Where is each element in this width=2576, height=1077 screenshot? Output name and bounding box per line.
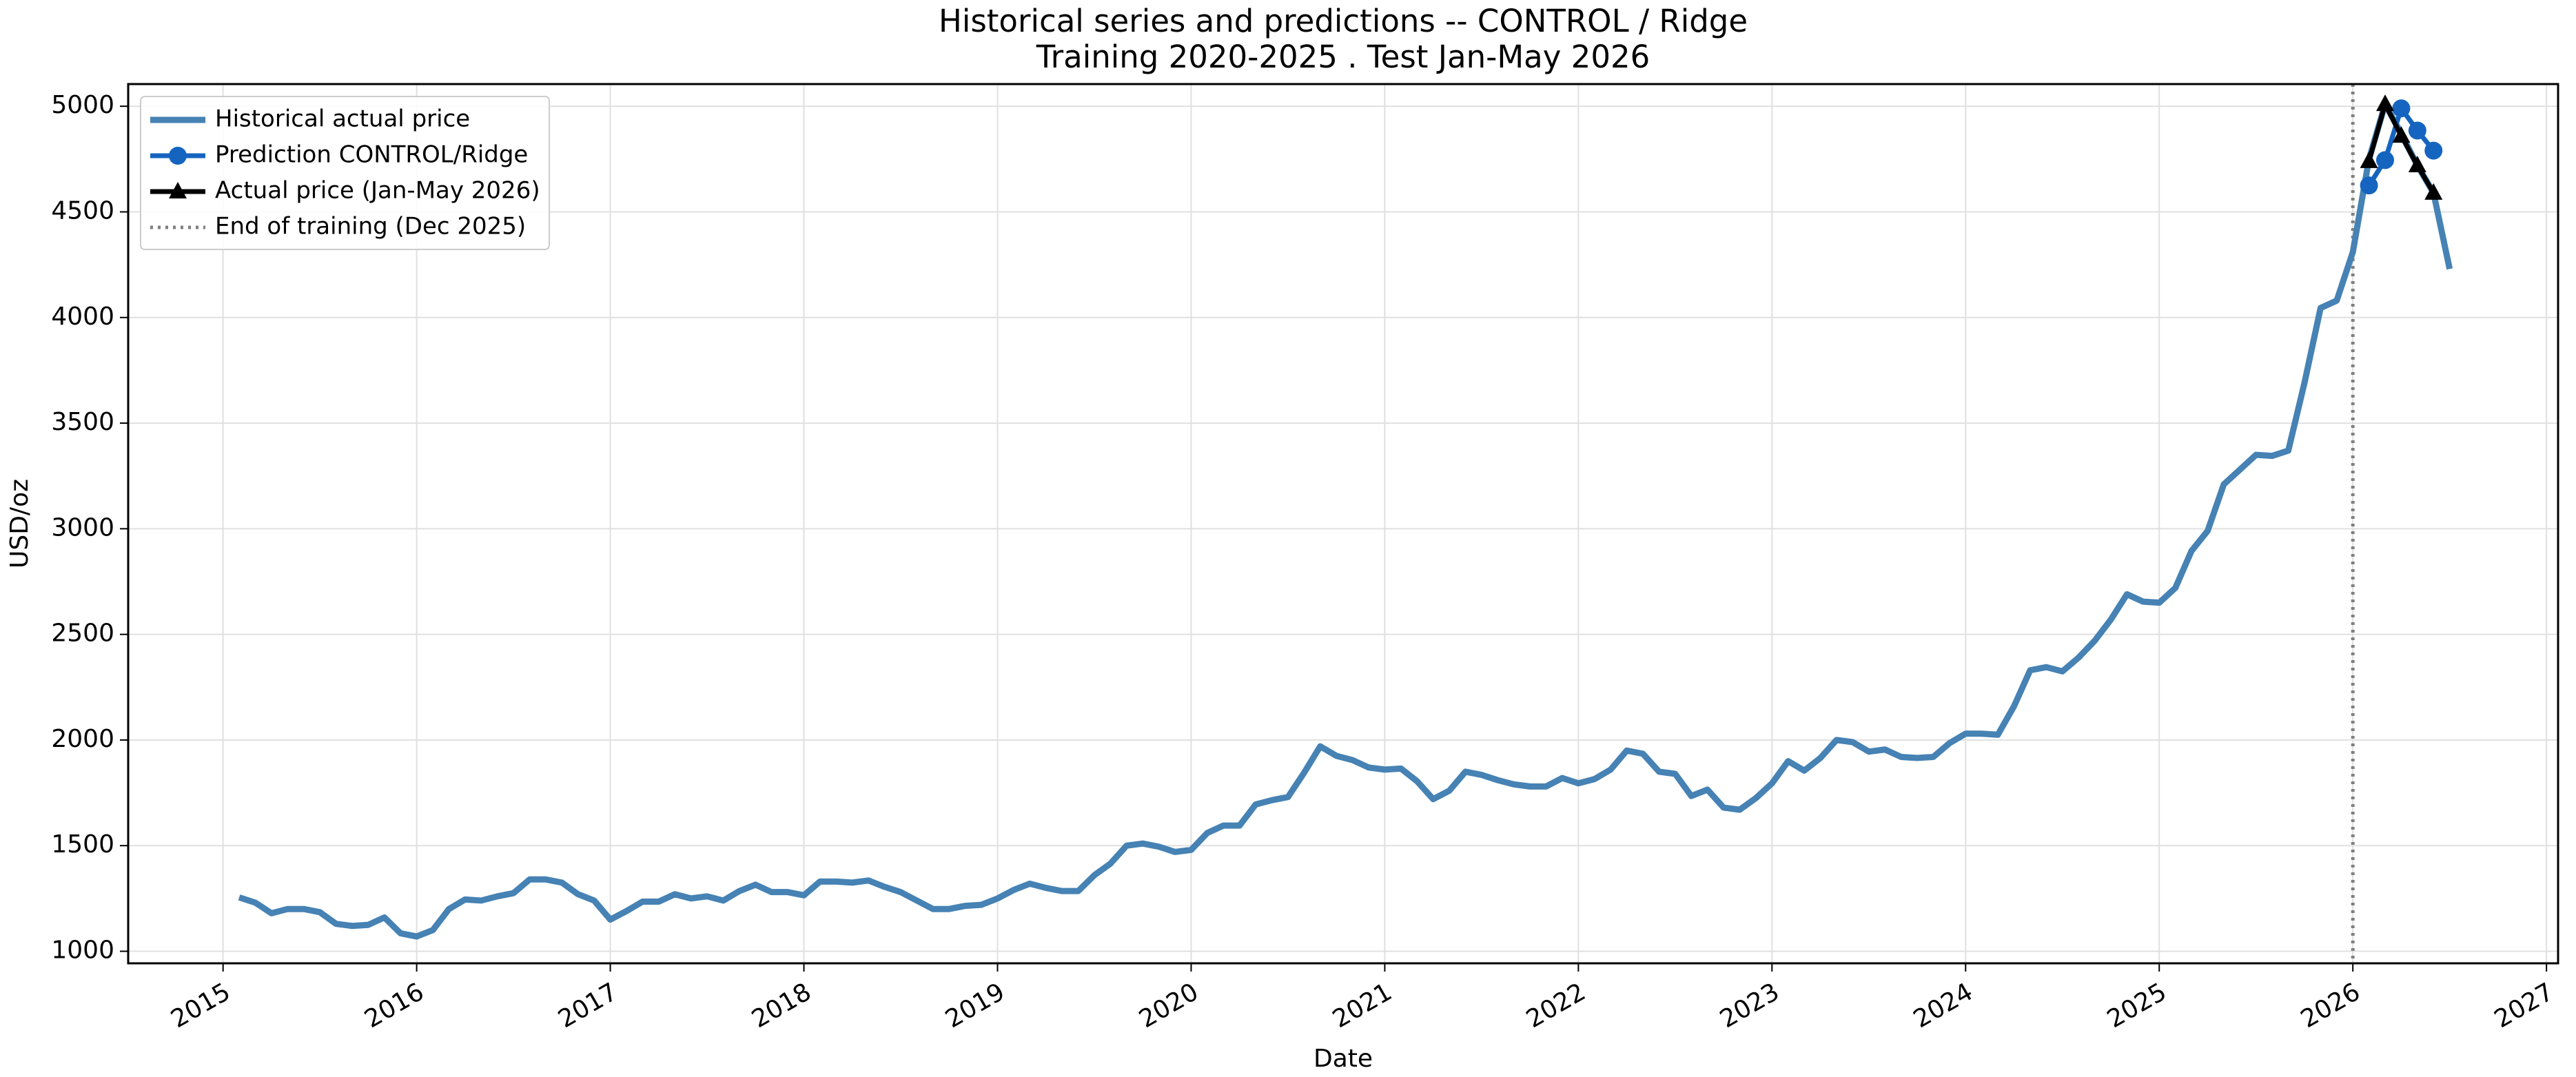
- legend-label: Historical actual price: [215, 105, 470, 133]
- x-tick-label: 2024: [1909, 978, 1978, 1034]
- x-tick-label: 2027: [2490, 978, 2559, 1034]
- data-point: [2376, 151, 2395, 170]
- y-tick-label: 2500: [51, 619, 114, 648]
- y-tick-label: 1500: [51, 830, 114, 859]
- data-point: [2408, 156, 2426, 173]
- chart-title: Historical series and predictions -- CON…: [939, 3, 1748, 39]
- data-point: [2392, 126, 2411, 143]
- x-tick-label: 2021: [1328, 978, 1397, 1034]
- y-tick-label: 2000: [51, 725, 114, 753]
- x-tick-label: 2025: [2103, 978, 2171, 1034]
- data-point: [2424, 183, 2443, 200]
- x-tick-label: 2019: [941, 978, 1010, 1034]
- y-tick-label: 3500: [51, 408, 114, 436]
- x-tick-label: 2022: [1522, 978, 1591, 1034]
- chart-subtitle: Training 2020-2025 . Test Jan-May 2026: [1036, 39, 1650, 75]
- x-tick-label: 2015: [166, 978, 235, 1034]
- legend-marker: [169, 147, 187, 165]
- data-point: [2360, 151, 2378, 168]
- series-line: [238, 101, 2453, 940]
- y-tick-label: 3000: [51, 513, 114, 542]
- y-tick-label: 4000: [51, 302, 114, 331]
- data-point: [2424, 141, 2443, 160]
- plot-frame: [127, 83, 2559, 965]
- legend-label: Actual price (Jan-May 2026): [215, 177, 540, 205]
- y-axis-label: USD/oz: [6, 479, 34, 568]
- legend-label: End of training (Dec 2025): [215, 213, 526, 240]
- data-point: [2408, 121, 2426, 140]
- y-tick-label: 5000: [51, 91, 114, 119]
- x-axis-label: Date: [1313, 1045, 1373, 1073]
- y-tick-label: 4500: [51, 196, 114, 225]
- y-tick-label: 1000: [51, 936, 114, 965]
- x-tick-label: 2023: [1715, 978, 1784, 1034]
- legend-marker: [169, 182, 187, 198]
- x-tick-label: 2026: [2296, 978, 2365, 1034]
- x-tick-label: 2017: [553, 978, 622, 1034]
- legend-box: [140, 96, 550, 250]
- legend-label: Prediction CONTROL/Ridge: [215, 141, 528, 169]
- x-tick-label: 2016: [360, 978, 429, 1034]
- x-tick-label: 2020: [1134, 978, 1203, 1034]
- legend: Historical actual price Prediction CONTRO…: [140, 96, 550, 250]
- x-tick-label: 2018: [747, 978, 816, 1034]
- data-point: [2376, 94, 2395, 112]
- data-point: [2392, 99, 2411, 118]
- data-point: [2360, 176, 2378, 195]
